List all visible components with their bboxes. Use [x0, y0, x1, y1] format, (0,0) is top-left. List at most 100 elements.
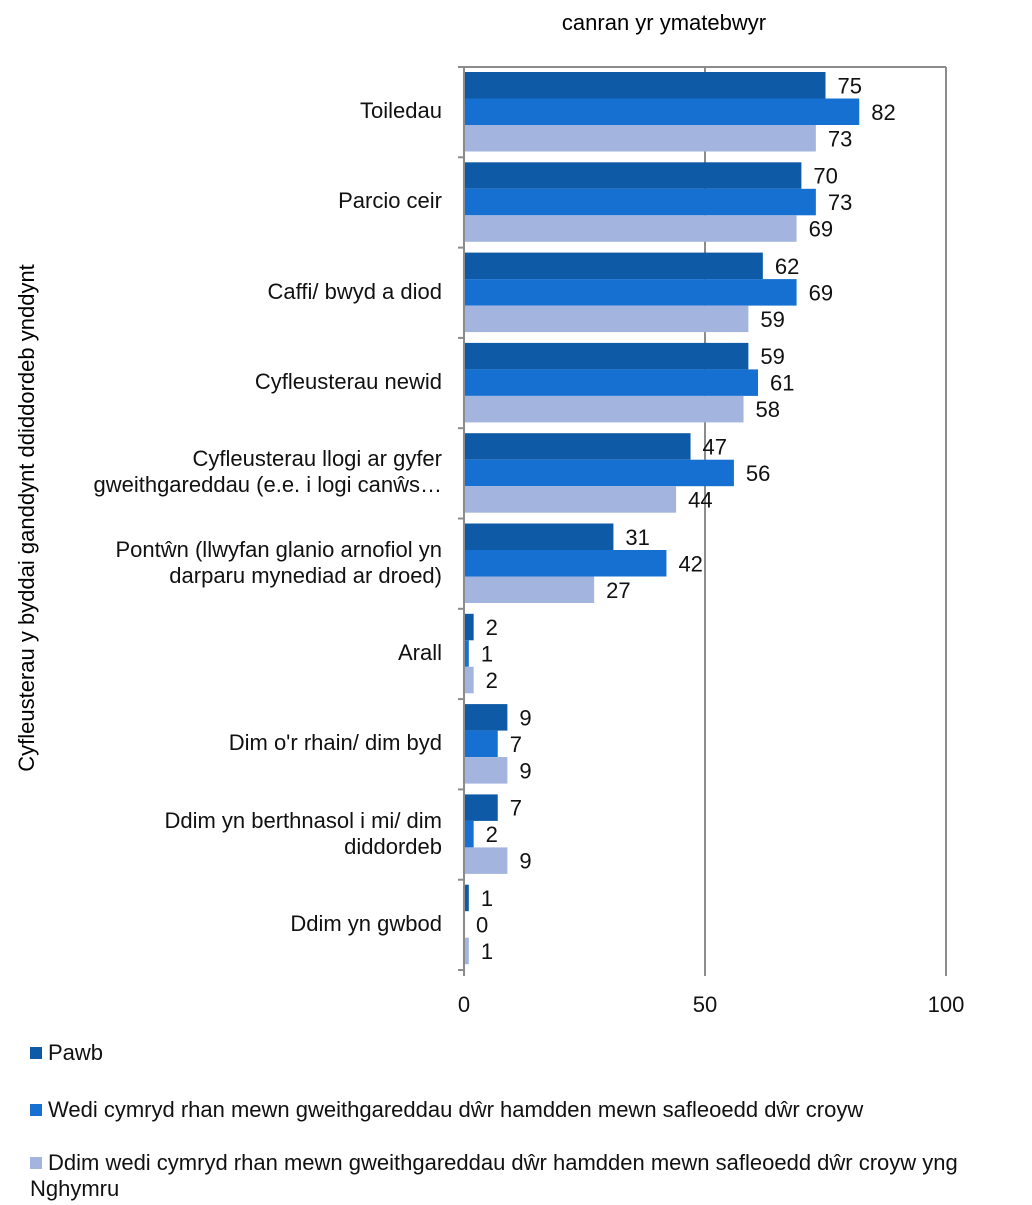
bar	[464, 794, 498, 821]
category-label: Ddim yn gwbod	[40, 911, 442, 937]
bar	[464, 252, 763, 280]
value-labels: 7582737073696269595961584756443142272129…	[476, 73, 896, 964]
bar	[464, 884, 469, 912]
bar	[464, 640, 469, 667]
category-label: Pontŵn (llwyfan glanio arnofiol yn darpar…	[40, 537, 442, 589]
value-label: 1	[481, 939, 493, 964]
value-label: 73	[828, 126, 852, 151]
bar	[464, 369, 759, 396]
value-label: 69	[809, 280, 833, 305]
category-label-line: gweithgareddau (e.e. i logi canŵs…	[93, 472, 442, 498]
value-label: 56	[746, 461, 770, 486]
value-label: 58	[756, 397, 780, 422]
category-label: Arall	[40, 640, 442, 666]
legend-label: Ddim wedi cymryd rhan mewn gweithgaredda…	[30, 1150, 958, 1201]
bar	[464, 215, 797, 242]
value-label: 75	[838, 73, 862, 98]
bar	[464, 550, 667, 577]
legend-swatch	[30, 1104, 42, 1116]
bar	[464, 666, 474, 694]
x-tick-label: 0	[458, 992, 470, 1017]
category-label-line: Cyfleusterau newid	[254, 369, 442, 395]
category-label-line: Pontŵn (llwyfan glanio arnofiol yn	[115, 536, 442, 562]
category-label-line: Ddim yn berthnasol i mi/ dim	[164, 807, 442, 833]
bar	[464, 523, 614, 550]
x-tick-labels: 0 50 100	[458, 992, 964, 1017]
category-label: Cyfleusterau llogi ar gyfer gweithgaredda…	[40, 446, 442, 498]
bar	[464, 576, 595, 603]
bar	[464, 486, 677, 513]
value-label: 9	[519, 849, 531, 874]
category-label-line: Toiledau	[360, 98, 442, 124]
value-label: 27	[606, 578, 630, 603]
bars	[464, 72, 860, 965]
bar	[464, 730, 498, 758]
bar	[464, 613, 474, 641]
value-label: 2	[486, 615, 498, 640]
category-label-line: Parcio ceir	[338, 188, 442, 214]
value-label: 62	[775, 254, 799, 279]
value-label: 47	[703, 434, 727, 459]
category-label: Cyfleusterau newid	[40, 369, 442, 395]
category-label-line: Arall	[397, 639, 442, 665]
bar	[464, 433, 691, 460]
category-label: Toiledau	[40, 98, 442, 124]
bar	[464, 72, 826, 99]
bar	[464, 98, 860, 125]
value-label: 59	[760, 307, 784, 332]
category-label: Parcio ceir	[40, 188, 442, 214]
value-label: 9	[519, 758, 531, 783]
value-label: 70	[813, 164, 837, 189]
category-label-line: Caffi/ bwyd a diod	[267, 278, 442, 304]
value-label: 82	[871, 100, 895, 125]
bar	[464, 820, 474, 848]
bar	[464, 125, 816, 152]
bar	[464, 342, 749, 370]
value-label: 1	[481, 642, 493, 667]
category-label-line: darparu mynediad ar droed)	[169, 562, 442, 588]
category-label-line: Ddim yn gwbod	[290, 910, 442, 936]
legend-swatch	[30, 1047, 42, 1059]
axes	[458, 66, 947, 976]
bar	[464, 305, 749, 333]
value-label: 9	[519, 705, 531, 730]
bar	[464, 704, 508, 731]
legend-item: Pawb	[30, 1040, 1025, 1066]
bar	[464, 395, 744, 423]
value-label: 0	[476, 912, 488, 937]
value-label: 59	[760, 344, 784, 369]
value-label: 7	[510, 796, 522, 821]
legend-label: Wedi cymryd rhan mewn gweithgareddau dŵr…	[48, 1097, 864, 1122]
x-tick-label: 50	[693, 992, 717, 1017]
y-axis-label: Cyfleusterau y byddai ganddynt ddiddorde…	[14, 264, 39, 772]
bar	[464, 847, 508, 874]
category-label-line: Cyfleusterau llogi ar gyfer	[192, 446, 442, 472]
x-tick-label: 100	[928, 992, 965, 1017]
bar	[464, 757, 508, 784]
legend-item: Ddim wedi cymryd rhan mewn gweithgaredda…	[30, 1150, 1025, 1202]
value-label: 1	[481, 886, 493, 911]
value-label: 42	[678, 551, 702, 576]
value-label: 2	[486, 668, 498, 693]
value-label: 73	[828, 190, 852, 215]
category-label-line: diddordeb	[344, 833, 442, 859]
value-label: 2	[486, 822, 498, 847]
bar	[464, 162, 802, 189]
category-label-line: Dim o'r rhain/ dim byd	[228, 730, 442, 756]
legend-label: Pawb	[48, 1040, 104, 1065]
value-label: 31	[625, 525, 649, 550]
bar	[464, 459, 734, 487]
category-label: Dim o'r rhain/ dim byd	[40, 730, 442, 756]
bar	[464, 188, 816, 216]
category-label: Ddim yn berthnasol i mi/ dim diddordeb	[40, 808, 442, 860]
value-label: 44	[688, 487, 712, 512]
legend-swatch	[30, 1157, 42, 1169]
bar	[464, 279, 797, 306]
value-label: 61	[770, 371, 794, 396]
value-label: 69	[809, 217, 833, 242]
legend-item: Wedi cymryd rhan mewn gweithgareddau dŵr…	[30, 1097, 1025, 1123]
category-label: Caffi/ bwyd a diod	[40, 279, 442, 305]
chart-title: canran yr ymatebwyr	[562, 10, 766, 35]
value-label: 7	[510, 732, 522, 757]
